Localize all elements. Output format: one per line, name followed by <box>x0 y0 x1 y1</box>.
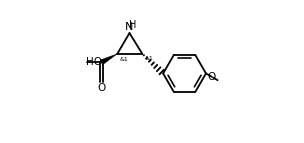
Text: N: N <box>125 22 134 32</box>
Text: O: O <box>208 72 216 82</box>
Text: H: H <box>130 20 137 30</box>
Text: &1: &1 <box>144 56 153 61</box>
Text: O: O <box>97 84 105 94</box>
Text: &1: &1 <box>119 57 128 62</box>
Text: HO: HO <box>86 57 102 67</box>
Polygon shape <box>100 54 117 65</box>
